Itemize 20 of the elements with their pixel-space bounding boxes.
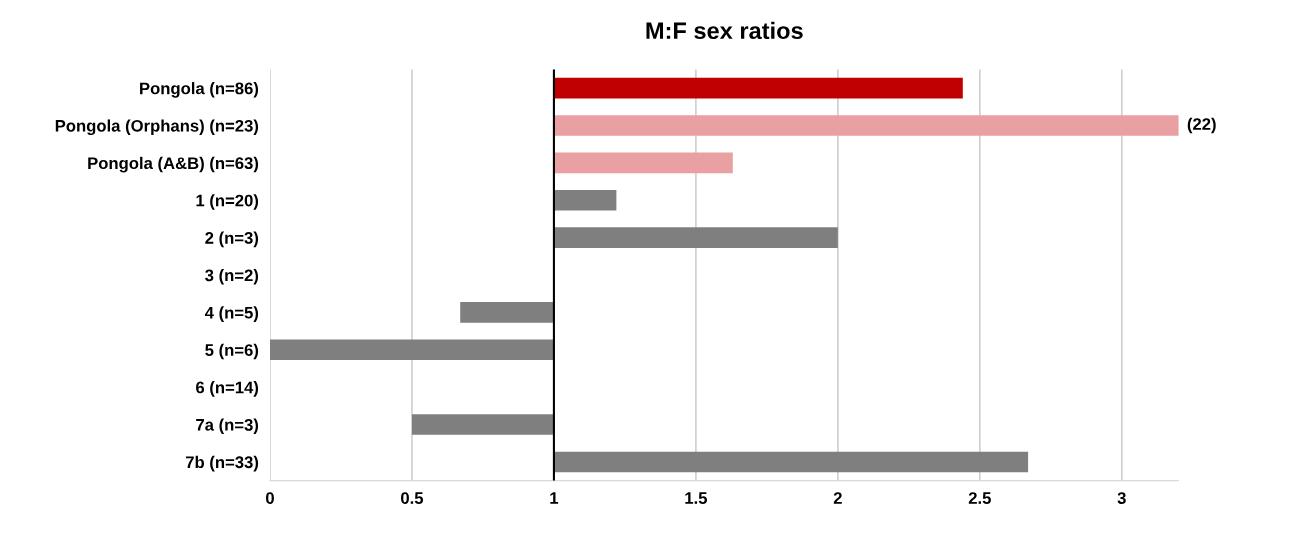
y-tick-label: 6 (n=14) [196, 381, 259, 397]
x-tick-label: 0.5 [401, 492, 424, 504]
data-label: (22) [1187, 117, 1216, 134]
y-tick-label: 4 (n=5) [204, 306, 259, 322]
x-tick-label: 1 [550, 492, 559, 504]
x-tick-label: 2.5 [968, 492, 991, 504]
y-tick-label: 5 (n=6) [205, 343, 259, 360]
y-tick-label: 3 (n=2) [205, 268, 259, 285]
x-tick-label: 0 [266, 492, 274, 504]
y-tick-label: Pongola (Orphans) (n=23) [55, 119, 259, 136]
y-tick-label: 2 (n=3) [205, 231, 259, 248]
x-tick-label: 2 [833, 492, 842, 504]
y-tick-label: 7a (n=3) [196, 418, 259, 435]
x-tick-label: 1.5 [685, 492, 708, 504]
y-tick-label: 1 (n=20) [196, 194, 259, 210]
x-tick-label: 3 [1117, 492, 1126, 504]
y-tick-label: 7b (n=33) [185, 455, 259, 472]
chart-title: M:F sex ratios [646, 21, 803, 40]
y-tick-label: Pongola (A&B) (n=63) [88, 156, 259, 173]
y-tick-label: Pongola (n=86) [140, 82, 259, 98]
